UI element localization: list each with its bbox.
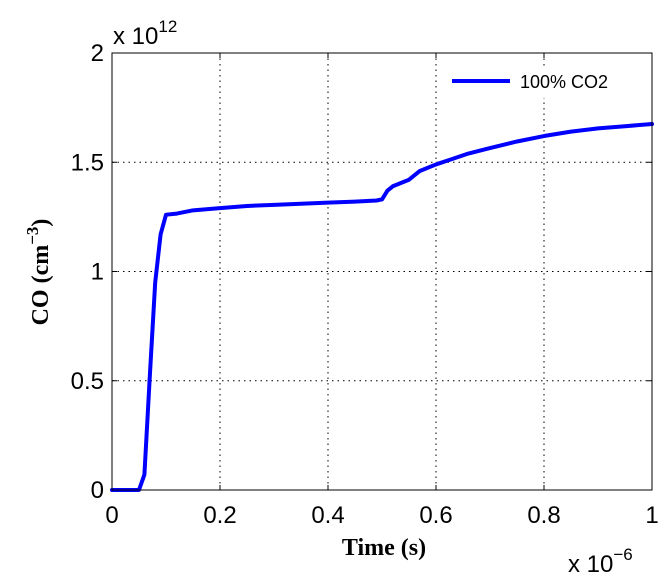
- grid-lines: [112, 53, 652, 490]
- x-tick-label: 1: [645, 502, 658, 529]
- y-tick-label: 1.5: [71, 149, 104, 176]
- y-multiplier-base: x 10: [113, 23, 158, 50]
- axis-ticks: 0 0.2 0.4 0.6 0.8 1 0 0.5 1 1.5 2: [71, 40, 659, 529]
- x-tick-label: 0: [105, 502, 118, 529]
- y-tick-label: 0: [91, 477, 104, 504]
- x-multiplier-exponent: −6: [613, 545, 632, 564]
- y-tick-label: 2: [91, 40, 104, 67]
- y-tick-label: 1: [91, 259, 104, 286]
- y-axis-multiplier: x 1012: [113, 17, 177, 50]
- y-axis-title-end: ): [28, 219, 54, 227]
- x-tick-label: 0.2: [203, 502, 236, 529]
- x-axis-title: Time (s): [342, 535, 426, 561]
- y-axis-title: CO (cm−3): [23, 219, 54, 326]
- x-tick-label: 0.8: [527, 502, 560, 529]
- y-axis-title-main: CO (cm: [28, 245, 54, 326]
- x-multiplier-base: x 10: [568, 551, 613, 577]
- legend: 100% CO2: [444, 66, 642, 98]
- x-axis-multiplier: x 10−6: [568, 545, 633, 577]
- y-tick-label: 0.5: [71, 368, 104, 395]
- series-layer: [110, 122, 654, 492]
- legend-label: 100% CO2: [520, 72, 608, 92]
- series-line: [110, 122, 654, 492]
- x-tick-label: 0.6: [419, 502, 452, 529]
- x-tick-label: 0.4: [311, 502, 344, 529]
- y-multiplier-exponent: 12: [158, 17, 177, 36]
- y-axis-title-sup: −3: [23, 227, 42, 245]
